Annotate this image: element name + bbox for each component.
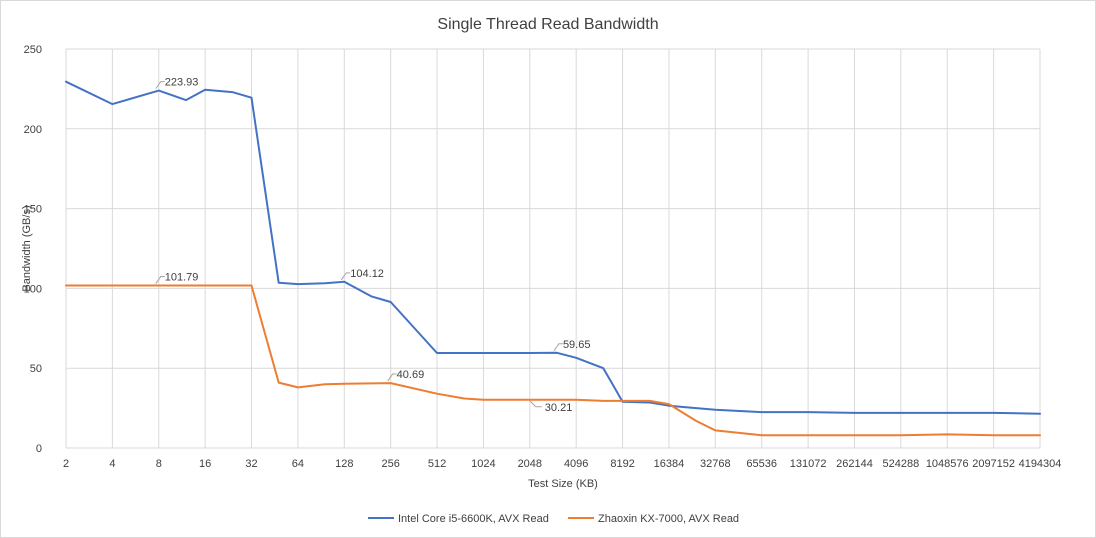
data-label-leader bbox=[529, 400, 542, 408]
data-label-leader bbox=[553, 343, 563, 352]
x-tick-label: 4194304 bbox=[1019, 458, 1062, 470]
y-tick-label: 100 bbox=[24, 283, 42, 295]
data-label-leader bbox=[155, 276, 165, 284]
x-tick-label: 1048576 bbox=[926, 458, 969, 470]
legend-label: Intel Core i5-6600K, AVX Read bbox=[398, 513, 549, 525]
y-axis-ticks: 0 50 100 150 200 250 bbox=[24, 44, 42, 455]
x-tick-label: 4 bbox=[109, 458, 115, 470]
data-label: 223.93 bbox=[165, 77, 199, 89]
x-axis-ticks: 2 4 8 16 32 64 128 256 512 1024 2048 4096 8192 16384 3… bbox=[63, 458, 1061, 470]
chart-title: Single Thread Read Bandwidth bbox=[437, 16, 658, 33]
data-label: 59.65 bbox=[563, 339, 591, 351]
x-tick-label: 8 bbox=[156, 458, 162, 470]
y-tick-label: 150 bbox=[24, 204, 42, 216]
data-label-leader bbox=[387, 373, 397, 382]
series-line-0 bbox=[65, 80, 1041, 415]
data-label: 101.79 bbox=[165, 272, 199, 284]
x-tick-label: 32 bbox=[245, 458, 257, 470]
x-tick-label: 2 bbox=[63, 458, 69, 470]
x-tick-label: 16 bbox=[199, 458, 211, 470]
data-labels: 223.93 104.12 59.65 101.79 40.69 30.21 bbox=[155, 77, 591, 414]
y-axis-title: Bandwidth (GB/s) bbox=[21, 205, 33, 291]
x-tick-label: 512 bbox=[428, 458, 446, 470]
x-tick-label: 32768 bbox=[700, 458, 731, 470]
data-label-leader bbox=[155, 81, 165, 89]
x-tick-label: 16384 bbox=[654, 458, 685, 470]
x-tick-label: 128 bbox=[335, 458, 353, 470]
x-tick-label: 256 bbox=[381, 458, 399, 470]
y-tick-label: 250 bbox=[24, 44, 42, 56]
gridlines bbox=[65, 48, 1041, 449]
x-tick-label: 131072 bbox=[790, 458, 827, 470]
legend-label: Zhaoxin KX-7000, AVX Read bbox=[598, 513, 739, 525]
x-tick-label: 8192 bbox=[610, 458, 634, 470]
x-tick-label: 262144 bbox=[836, 458, 873, 470]
data-label-leader bbox=[340, 272, 351, 281]
x-tick-label: 4096 bbox=[564, 458, 588, 470]
x-tick-label: 2048 bbox=[518, 458, 542, 470]
data-label: 104.12 bbox=[350, 268, 384, 280]
x-axis-title: Test Size (KB) bbox=[528, 478, 598, 490]
x-tick-label: 65536 bbox=[746, 458, 777, 470]
data-label: 40.69 bbox=[397, 369, 425, 381]
data-label: 30.21 bbox=[545, 402, 573, 414]
y-tick-label: 0 bbox=[36, 443, 42, 455]
x-tick-label: 2097152 bbox=[972, 458, 1015, 470]
x-tick-label: 1024 bbox=[471, 458, 495, 470]
x-tick-label: 64 bbox=[292, 458, 304, 470]
legend: Intel Core i5-6600K, AVX Read Zhaoxin KX-… bbox=[368, 513, 739, 525]
series-lines bbox=[65, 80, 1041, 437]
y-tick-label: 200 bbox=[24, 124, 42, 136]
x-tick-label: 524288 bbox=[882, 458, 919, 470]
y-tick-label: 50 bbox=[30, 363, 42, 375]
series-line-1 bbox=[65, 284, 1041, 437]
